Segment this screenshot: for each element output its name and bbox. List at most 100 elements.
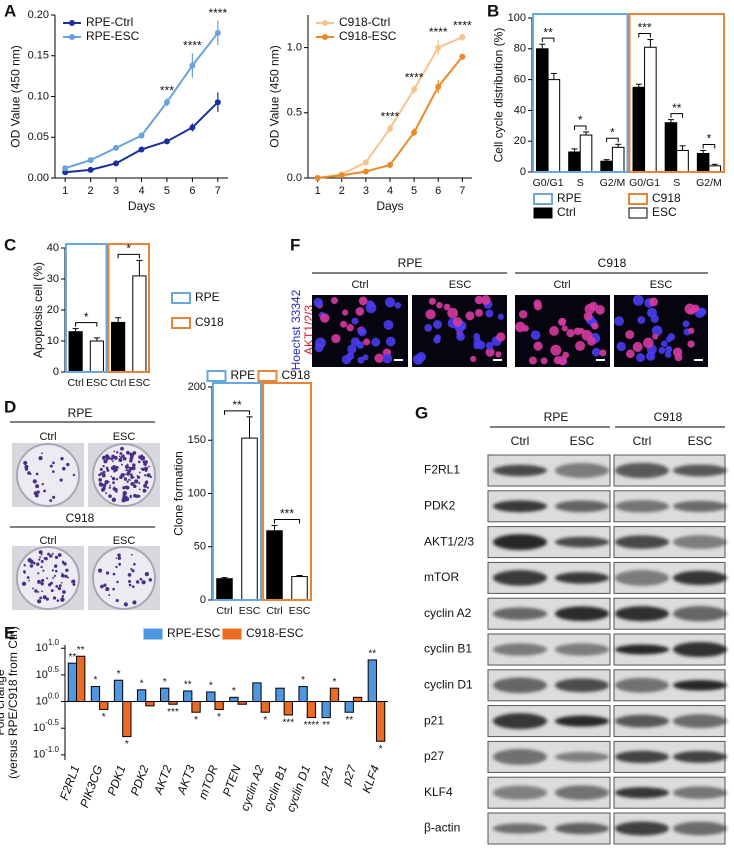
colony (119, 475, 123, 480)
colony (131, 467, 135, 470)
bar (168, 701, 178, 705)
colony (64, 574, 68, 578)
cell (412, 354, 424, 365)
colony (103, 459, 108, 464)
colony (60, 456, 64, 461)
legend-label: C918-ESC (246, 626, 304, 640)
colony (36, 490, 40, 494)
bar (367, 659, 377, 703)
colony (61, 572, 64, 575)
colony (27, 471, 31, 475)
band (615, 462, 669, 479)
cell (651, 325, 663, 337)
colony (47, 583, 52, 587)
colony (60, 597, 65, 602)
significance: * (707, 132, 712, 146)
point (435, 44, 442, 51)
colony (108, 486, 111, 489)
colony (51, 552, 54, 555)
cell (342, 309, 349, 316)
cell (485, 309, 494, 318)
cell (518, 310, 528, 319)
bracket (224, 410, 250, 415)
point (113, 160, 120, 167)
significance: * (94, 675, 98, 686)
colony (122, 486, 126, 490)
cell (473, 337, 482, 346)
colony (98, 478, 103, 482)
y-tick-label: 100 (508, 12, 526, 24)
x-tick-label: 7 (215, 185, 221, 197)
colony (60, 573, 65, 578)
cell (340, 320, 348, 328)
significance: **** (381, 110, 400, 124)
y-tick-label: 150 (188, 434, 206, 446)
band (493, 785, 547, 800)
colony (99, 467, 103, 471)
exponent: -0.5 (45, 718, 59, 727)
panel-label: D (4, 397, 16, 416)
colony (126, 463, 129, 466)
legend-label: C918-ESC (339, 29, 397, 43)
panel-label: B (487, 1, 499, 20)
colony (121, 463, 123, 466)
colony (109, 484, 111, 487)
bar (275, 687, 285, 703)
panel-label: E (4, 623, 15, 642)
colony (122, 475, 125, 478)
colony (128, 579, 132, 583)
colony (115, 451, 119, 454)
colony (119, 452, 123, 455)
colony (65, 568, 69, 572)
colony (106, 456, 109, 459)
cell (688, 327, 695, 334)
cell (474, 295, 484, 305)
blot-row-label: PDK2 (424, 498, 456, 512)
colony (35, 484, 40, 489)
legend-swatch (206, 370, 227, 382)
band (615, 821, 669, 836)
bar (664, 122, 678, 173)
legend-swatch (143, 628, 163, 640)
group-frame (628, 13, 725, 173)
significance: **** (453, 18, 472, 32)
cell (649, 297, 659, 307)
x-tick-label: F2RL1 (57, 763, 82, 802)
legend-swatch (171, 292, 191, 304)
cell (495, 351, 502, 358)
colony (72, 582, 76, 586)
significance: * (194, 715, 198, 726)
bar (229, 696, 239, 703)
significance: *** (282, 718, 294, 729)
colony (45, 597, 49, 601)
colony (124, 464, 130, 469)
colony (141, 467, 145, 472)
x-tick-label: ESC (289, 605, 311, 617)
cell (433, 336, 441, 344)
point (214, 99, 221, 106)
colony (134, 479, 139, 484)
colony (72, 473, 76, 477)
bar (89, 340, 104, 373)
colony (138, 482, 141, 485)
significance: ** (322, 720, 330, 731)
colony (143, 462, 148, 466)
band (555, 822, 609, 835)
bar (237, 701, 247, 705)
significance: ** (68, 652, 76, 663)
bar (352, 696, 363, 703)
y-tick-label: 0.15 (28, 50, 49, 62)
colony (132, 484, 137, 488)
point (189, 62, 196, 69)
x-tick-label: p21 (316, 763, 336, 788)
colony (146, 473, 151, 478)
band (615, 677, 669, 693)
bar (191, 701, 201, 713)
f-column: Ctrl (553, 279, 570, 291)
cell (447, 307, 459, 319)
colony (54, 569, 58, 573)
cell (632, 341, 643, 352)
point (189, 124, 196, 131)
x-tick-label: 3 (113, 185, 119, 197)
colony (108, 594, 111, 597)
